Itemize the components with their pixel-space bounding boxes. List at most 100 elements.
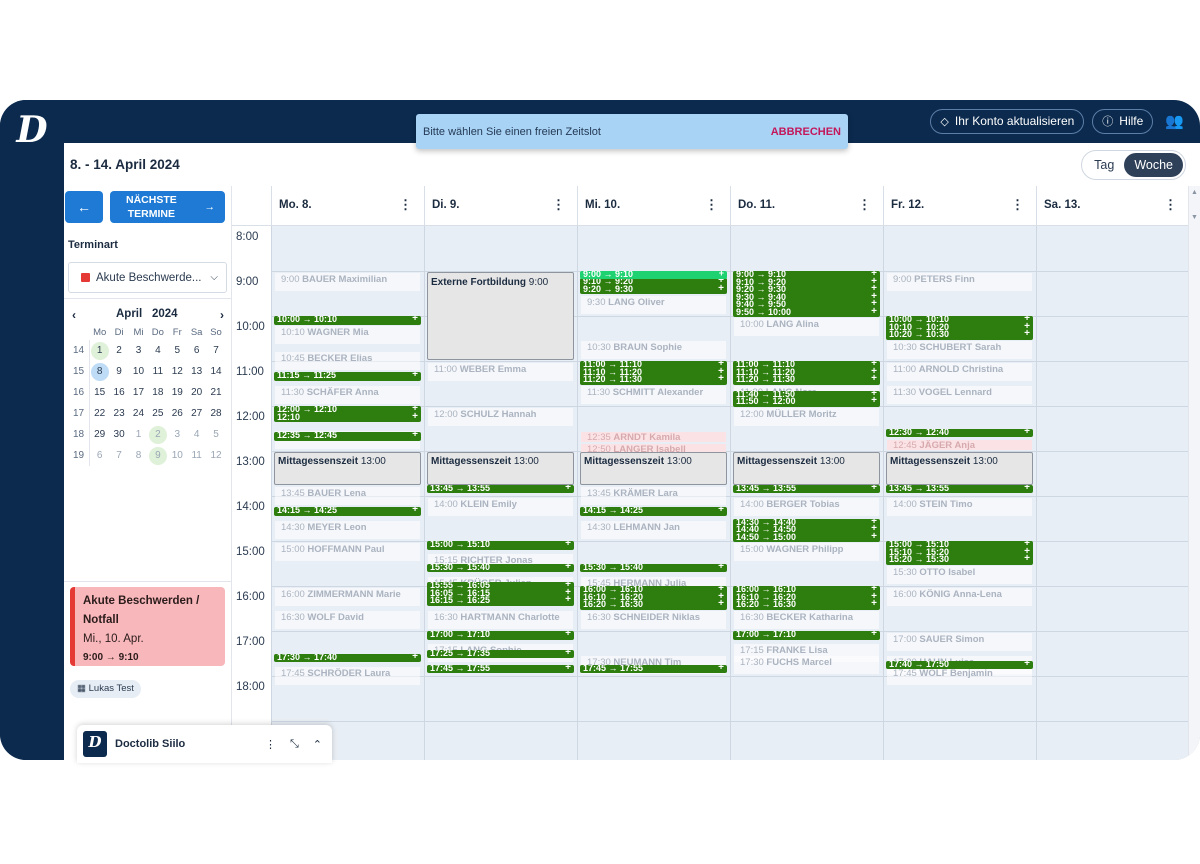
free-slot[interactable]: 15:55 → 16:05 +16:05 → 16:15 +16:15 → 16:2… (427, 582, 574, 606)
plus-icon[interactable]: + (565, 582, 571, 591)
calendar-day[interactable]: 20 (187, 382, 206, 403)
free-slot[interactable]: 13:45 → 13:55 + (733, 484, 880, 494)
view-day-option[interactable]: Tag (1094, 158, 1115, 172)
more-vert-icon[interactable]: ⋮ (552, 197, 565, 212)
plus-icon[interactable]: + (871, 275, 877, 287)
update-account-button[interactable]: ◇ Ihr Konto aktualisieren (930, 108, 1085, 134)
calendar-day[interactable]: 6 (187, 340, 206, 361)
plus-icon[interactable]: + (1024, 320, 1030, 332)
plus-icon[interactable]: + (871, 361, 877, 369)
patient-chip[interactable]: ▦ Lukas Test (70, 680, 141, 698)
plus-icon[interactable]: + (412, 653, 418, 662)
plus-icon[interactable]: + (1024, 541, 1030, 549)
booked-appointment[interactable]: 10:30 SCHUBERT Sarah (887, 340, 1032, 359)
plus-icon[interactable]: + (1024, 484, 1030, 493)
plus-icon[interactable]: + (871, 523, 877, 534)
calendar-day[interactable]: 19 (168, 382, 187, 403)
free-slot[interactable]: 17:45 → 17:55 + (580, 664, 727, 674)
calendar-day[interactable]: 17 (129, 382, 148, 403)
calendar-day[interactable]: 1 (90, 340, 109, 361)
plus-icon[interactable]: + (718, 373, 724, 384)
plus-icon[interactable]: + (718, 590, 724, 602)
booked-appointment[interactable]: 16:30 SCHNEIDER Niklas (581, 610, 726, 629)
lunch-break[interactable]: Mittagessenszeit 13:00 (580, 452, 727, 485)
free-slot[interactable]: 17:00 → 17:10 + (427, 631, 574, 640)
booked-appointment[interactable]: 16:30 WOLF David (275, 610, 420, 629)
calendar-day[interactable]: 16 (109, 382, 128, 403)
free-slot[interactable]: 17:30 → 17:40 + (274, 653, 421, 662)
previous-week-button[interactable]: ← (65, 191, 103, 223)
day-column[interactable] (577, 226, 730, 760)
plus-icon[interactable]: + (718, 282, 724, 294)
plus-icon[interactable]: + (718, 278, 724, 287)
booked-appointment[interactable]: 14:00 KLEIN Emily (428, 498, 573, 516)
calendar-day[interactable]: 27 (187, 403, 206, 424)
booked-appointment[interactable]: 16:00 ZIMMERMANN Marie (275, 588, 420, 606)
plus-icon[interactable]: + (871, 586, 877, 594)
free-slot[interactable]: 17:00 → 17:10 + (733, 631, 880, 640)
free-slot[interactable]: 15:30 → 15:40 + (427, 563, 574, 572)
more-vert-icon[interactable]: ⋮ (858, 197, 871, 212)
plus-icon[interactable]: + (871, 530, 877, 542)
plus-icon[interactable]: + (871, 390, 877, 399)
booked-appointment[interactable]: 16:30 HARTMANN Charlotte (428, 610, 573, 629)
calendar-day[interactable]: 24 (129, 403, 148, 424)
calendar-day[interactable]: 21 (206, 382, 225, 403)
plus-icon[interactable]: + (412, 432, 418, 441)
day-header[interactable]: Mo. 8. ⋮ (271, 186, 424, 226)
plus-icon[interactable]: + (718, 598, 724, 609)
plus-icon[interactable]: + (718, 586, 724, 594)
plus-icon[interactable]: + (871, 305, 877, 317)
booked-appointment-pink[interactable]: 12:45 JÄGER Anja (887, 439, 1032, 450)
calendar-day[interactable]: 5 (206, 424, 225, 445)
calendar-day[interactable]: 28 (206, 403, 225, 424)
calendar-day[interactable]: 11 (148, 361, 167, 382)
booked-appointment[interactable]: 13:45 BAUER Lena (275, 486, 420, 505)
plus-icon[interactable]: + (871, 290, 877, 302)
free-slot[interactable]: 12:30 → 12:40 + (886, 428, 1033, 437)
calendar-day[interactable]: 7 (109, 445, 128, 466)
plus-icon[interactable]: + (412, 410, 418, 422)
day-column[interactable] (883, 226, 1036, 760)
users-icon[interactable]: 👥 (1165, 113, 1184, 130)
free-slot[interactable]: 17:45 → 17:55 + (427, 664, 574, 674)
plus-icon[interactable]: + (565, 664, 571, 673)
free-slot[interactable]: 10:00 → 10:10 +10:10 → 10:20 +10:20 → 10:3… (886, 316, 1033, 340)
lunch-break[interactable]: Mittagessenszeit 13:00 (886, 452, 1033, 485)
calendar-day[interactable]: 10 (168, 445, 187, 466)
plus-icon[interactable]: + (1024, 328, 1030, 339)
doctolib-logo[interactable]: D (16, 109, 48, 151)
calendar-day[interactable]: 15 (90, 382, 109, 403)
plus-icon[interactable]: + (412, 316, 418, 324)
free-slot[interactable]: 10:00 → 10:10 + (274, 316, 421, 325)
free-slot[interactable]: 17:40 → 17:50 + (886, 660, 1033, 670)
booked-appointment[interactable]: 13:45 KRÄMER Lara (581, 486, 726, 505)
calendar-day[interactable]: 7 (206, 340, 225, 361)
more-vert-icon[interactable]: ⋮ (1011, 197, 1024, 212)
free-slot[interactable]: 12:35 → 12:45 + (274, 432, 421, 441)
free-slot[interactable]: 9:00 → 9:10 +9:10 → 9:20 +9:20 → 9:30 +9:30… (733, 271, 880, 317)
booked-appointment[interactable]: 11:00 WEBER Emma (428, 363, 573, 381)
plus-icon[interactable]: + (565, 484, 571, 493)
day-column[interactable] (1036, 226, 1188, 760)
booked-appointment[interactable]: 16:00 KÖNIG Anna-Lena (887, 588, 1032, 606)
chevron-left-icon[interactable]: ‹ (72, 308, 76, 322)
day-header[interactable]: Mi. 10. ⋮ (577, 186, 730, 226)
booked-appointment[interactable]: 14:00 BERGER Tobias (734, 498, 879, 516)
calendar-day[interactable]: 6 (90, 445, 109, 466)
free-slot[interactable]: 17:25 → 17:35 + (427, 649, 574, 659)
plus-icon[interactable]: + (718, 664, 724, 673)
day-header[interactable]: Do. 11. ⋮ (730, 186, 883, 226)
booked-appointment[interactable]: 11:30 SCHMITT Alexander (581, 385, 726, 404)
plus-icon[interactable]: + (871, 631, 877, 639)
chevron-right-icon[interactable]: › (220, 308, 224, 322)
scroll-up-icon[interactable]: ▲ (1191, 189, 1198, 196)
calendar-day[interactable]: 18 (148, 382, 167, 403)
plus-icon[interactable]: + (718, 361, 724, 369)
booked-appointment[interactable]: 14:00 STEIN Timo (887, 498, 1032, 516)
lunch-break[interactable]: Mittagessenszeit 13:00 (427, 452, 574, 485)
plus-icon[interactable]: + (565, 541, 571, 549)
calendar-day[interactable]: 2 (148, 424, 167, 445)
lunch-break[interactable]: Mittagessenszeit 13:00 (733, 452, 880, 485)
calendar-day[interactable]: 2 (109, 340, 128, 361)
